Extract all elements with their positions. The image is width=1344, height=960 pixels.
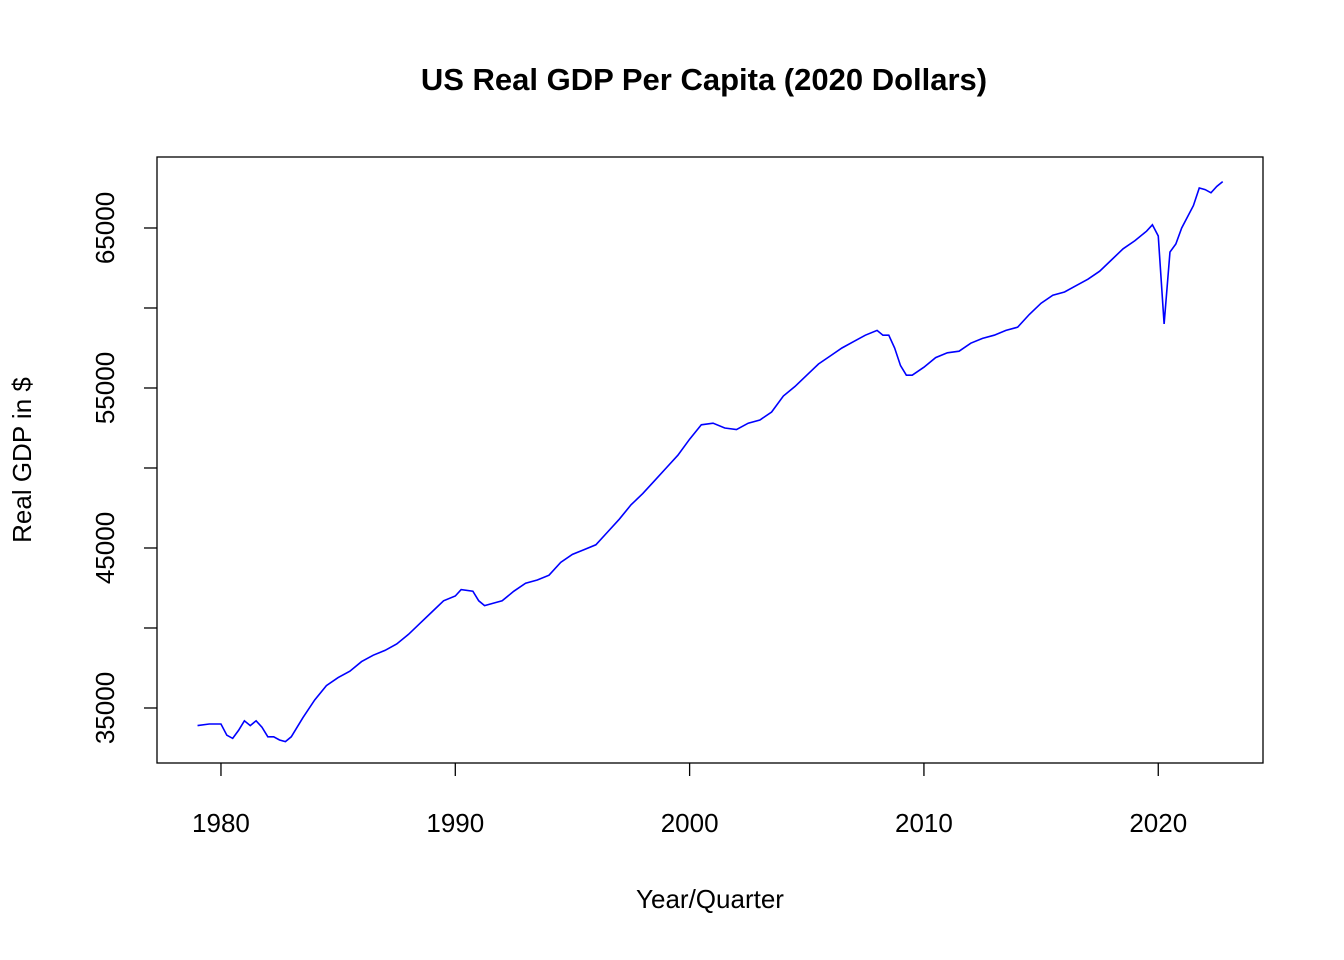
y-axis-label: Real GDP in $ (7, 377, 37, 543)
x-tick-label: 1990 (426, 808, 484, 838)
x-tick-label: 2010 (895, 808, 953, 838)
y-tick-label: 35000 (90, 672, 120, 744)
x-tick-label: 2020 (1129, 808, 1187, 838)
x-tick-label: 1980 (192, 808, 250, 838)
chart-title: US Real GDP Per Capita (2020 Dollars) (421, 62, 987, 97)
y-tick-label: 55000 (90, 352, 120, 424)
plot-frame (156, 156, 1264, 764)
data-line (197, 180, 1224, 743)
x-tick-label: 2000 (661, 808, 719, 838)
y-tick-label: 65000 (90, 192, 120, 264)
x-axis-label: Year/Quarter (636, 884, 784, 914)
y-tick-label: 45000 (90, 512, 120, 584)
